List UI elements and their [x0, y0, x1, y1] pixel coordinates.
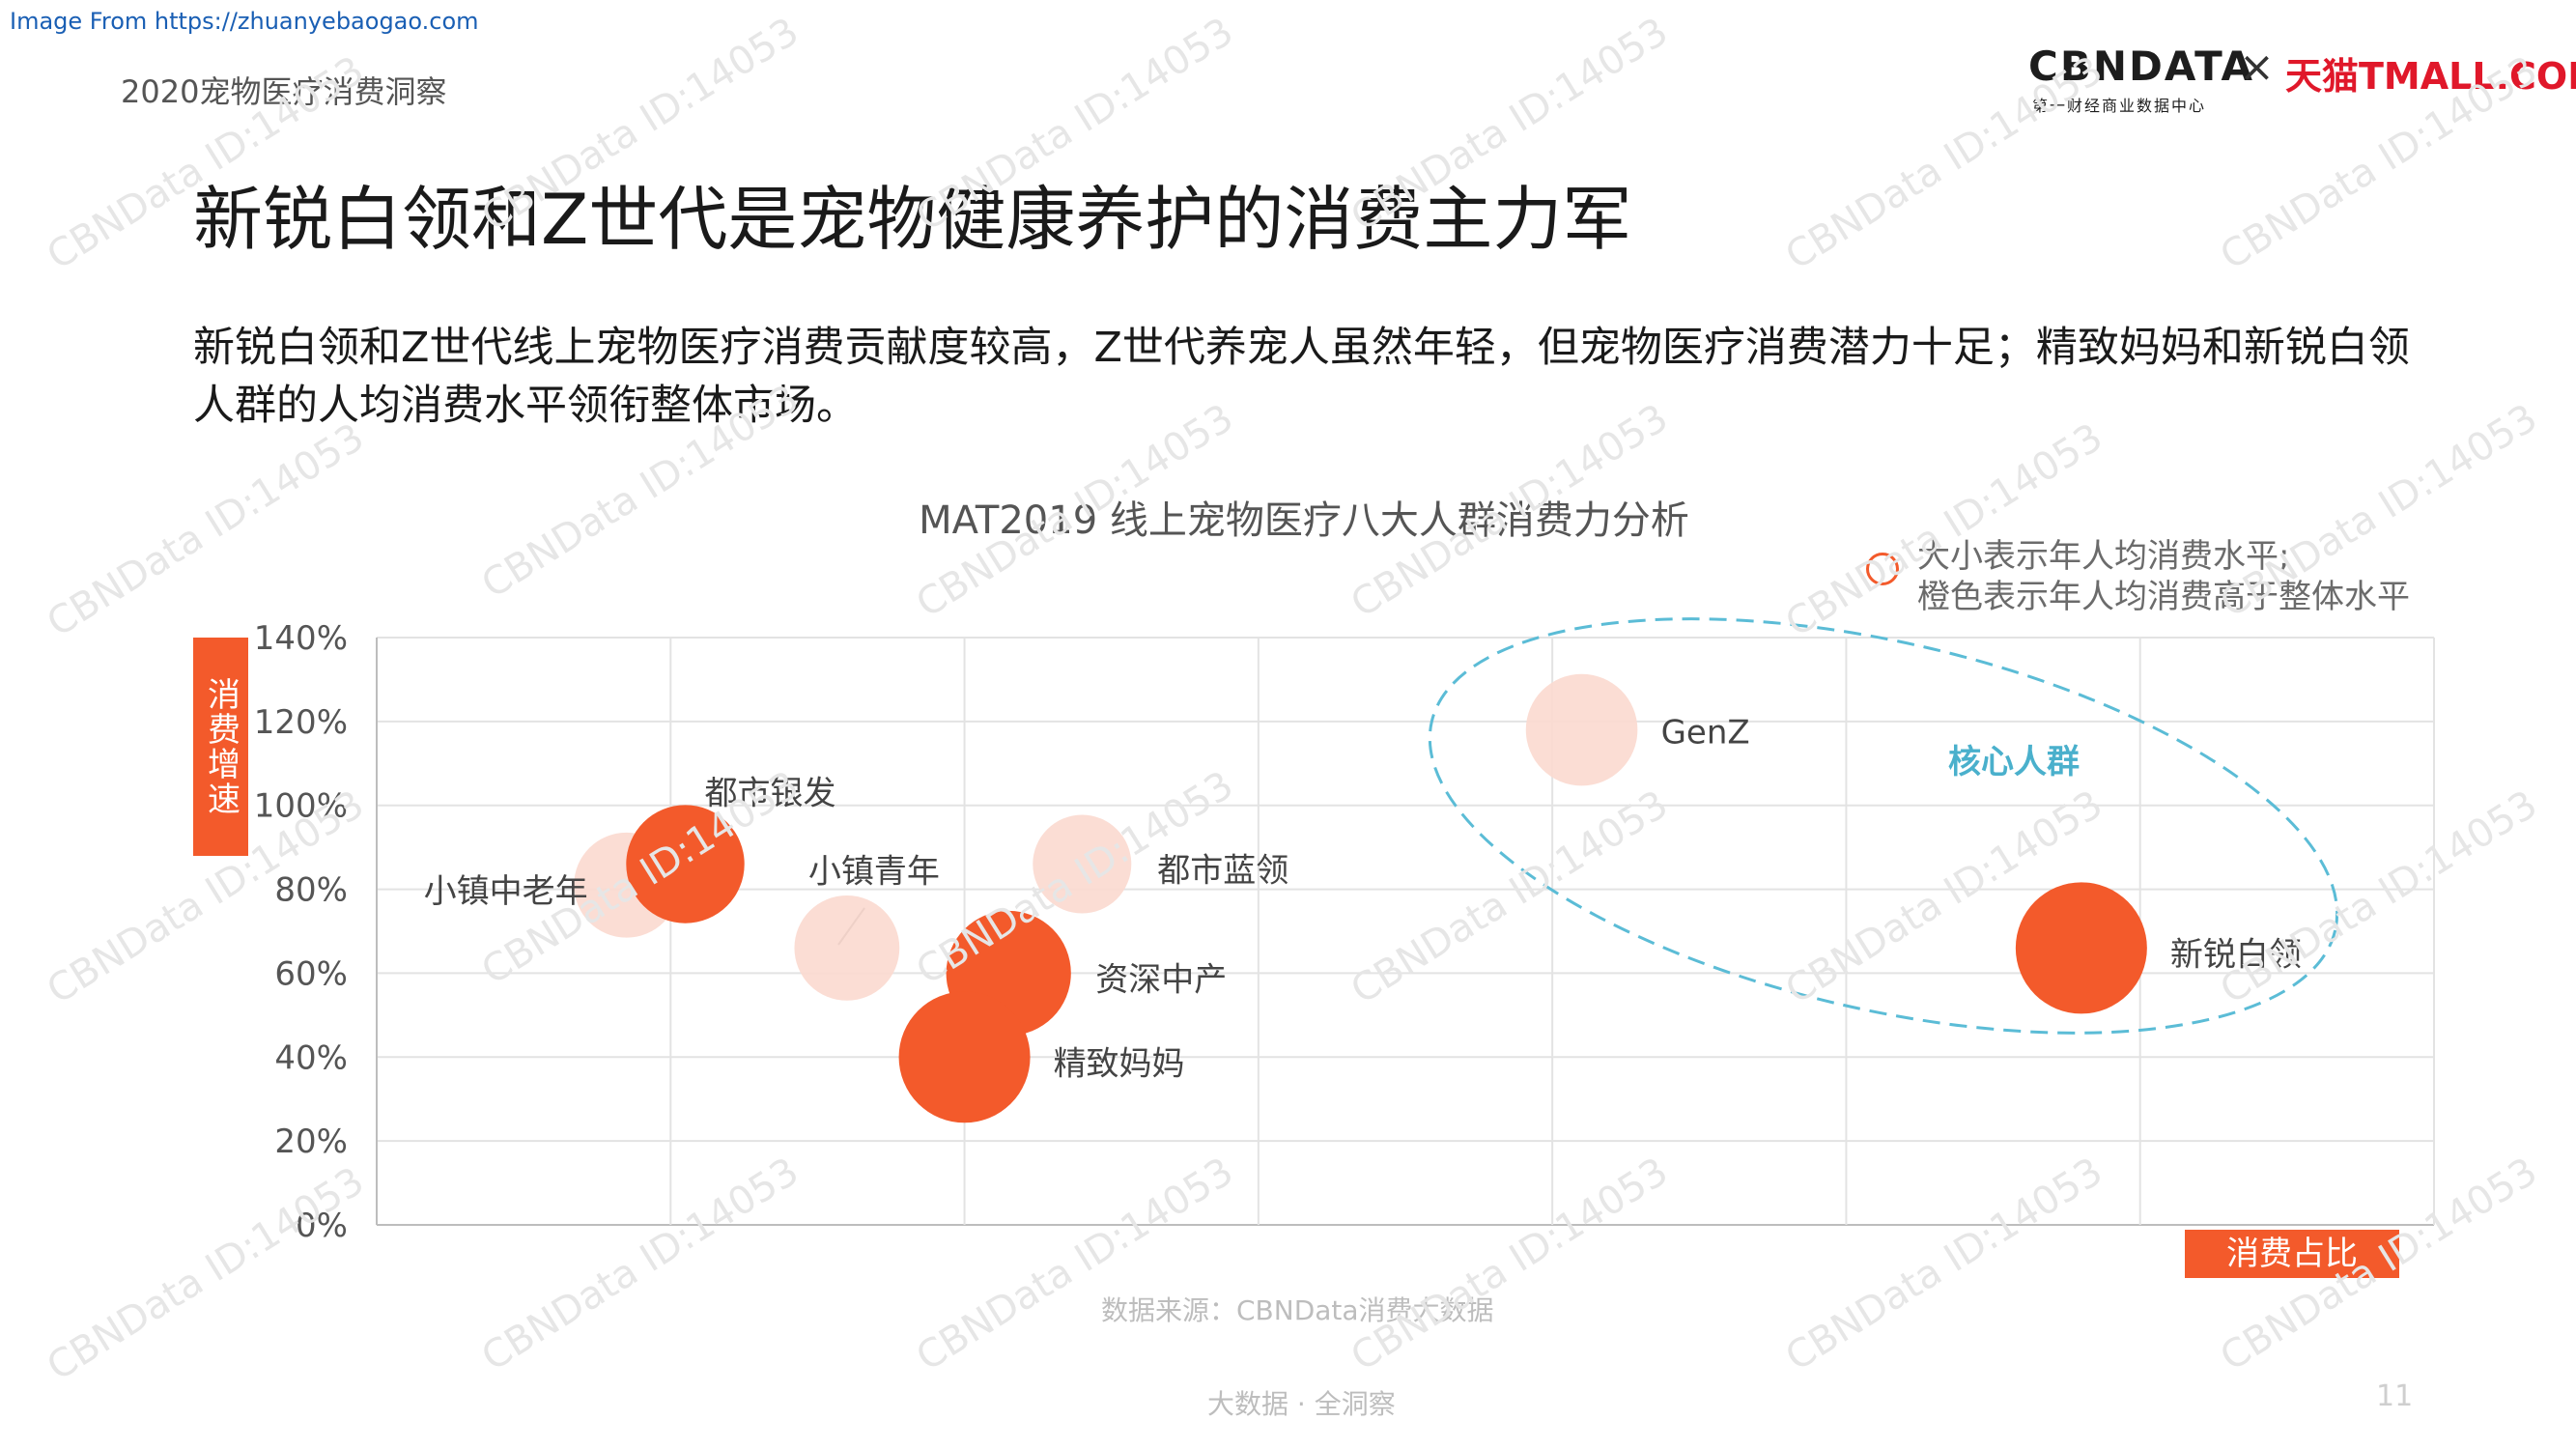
bubble-label: 小镇青年	[808, 852, 940, 891]
data-source-note: 数据来源：CBNData消费大数据	[1101, 1294, 1494, 1326]
bubble-point	[626, 805, 745, 923]
bubble-series	[574, 673, 2147, 1123]
bubble-point	[1525, 673, 1638, 786]
legend-color-note: 橙色表示年人均消费高于整体水平	[1917, 578, 2410, 616]
cbndata-logo-subtitle: 第一财经商业数据中心	[2032, 97, 2207, 115]
report-title: 2020宠物医疗消费洞察	[121, 73, 447, 110]
x-axis-badge: 消费占比	[2185, 1230, 2399, 1278]
page-number: 11	[2376, 1379, 2414, 1413]
bubble-label: 都市银发	[705, 775, 836, 813]
bubble-point	[2015, 882, 2147, 1014]
chart-title: MAT2019 线上宠物医疗八大人群消费力分析	[919, 498, 1689, 543]
cbndata-logo-text: CBNDATA	[2028, 43, 2254, 90]
y-tick-label: 40%	[274, 1038, 348, 1077]
bubble-label: 都市蓝领	[1157, 852, 1288, 891]
y-tick-label: 20%	[274, 1122, 348, 1161]
y-tick-label: 100%	[254, 787, 348, 826]
page-summary: 新锐白领和Z世代线上宠物医疗消费贡献度较高，Z世代养宠人虽然年轻，但宠物医疗消费…	[193, 324, 2410, 430]
y-tick-label: 120%	[254, 703, 348, 742]
y-tick-label: 140%	[254, 619, 348, 658]
bubble-label: 小镇中老年	[424, 872, 588, 911]
y-axis-badge: 消费增速	[193, 638, 248, 856]
bubble-point	[898, 991, 1031, 1123]
bubble-label: 新锐白领	[2170, 935, 2302, 974]
core-group-ellipse	[1428, 617, 2339, 1035]
bubble-point	[794, 895, 900, 1001]
tmall-logo-text: 天猫TMALL.COM	[2285, 55, 2576, 98]
core-group-label: 核心人群	[1948, 743, 2080, 781]
y-tick-label: 80%	[274, 871, 348, 910]
y-tick-label: 0%	[296, 1207, 348, 1245]
footer-slogan: 大数据 · 全洞察	[1207, 1388, 1396, 1420]
bubble-point	[1033, 814, 1132, 914]
bubble-label: 资深中产	[1095, 960, 1227, 999]
logo-separator-icon: ×	[2239, 43, 2275, 92]
page-headline: 新锐白领和Z世代是宠物健康养护的消费主力军	[193, 179, 1632, 260]
legend-circle-icon	[1866, 553, 1899, 585]
image-source-link[interactable]: Image From https://zhuanyebaogao.com	[10, 8, 479, 35]
legend-size-note: 大小表示年人均消费水平;	[1917, 537, 2290, 576]
y-tick-label: 60%	[274, 954, 348, 993]
y-axis-ticks: 0% 20% 40% 60% 80% 100% 120% 140%	[254, 619, 348, 1245]
brand-logo: CBNDATA 第一财经商业数据中心 × 天猫TMALL.COM	[2028, 43, 2576, 120]
bubble-label: GenZ	[1661, 714, 1750, 753]
bubble-label: 精致妈妈	[1054, 1044, 1185, 1083]
